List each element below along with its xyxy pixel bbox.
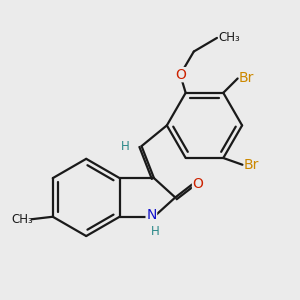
Text: CH₃: CH₃ <box>11 213 33 226</box>
Text: Br: Br <box>239 71 254 85</box>
Text: H: H <box>121 140 130 153</box>
Text: H: H <box>151 225 160 238</box>
Text: Br: Br <box>244 158 259 172</box>
Text: O: O <box>175 68 186 82</box>
Text: O: O <box>193 178 203 191</box>
Text: N: N <box>146 208 157 222</box>
Text: CH₃: CH₃ <box>218 31 240 44</box>
